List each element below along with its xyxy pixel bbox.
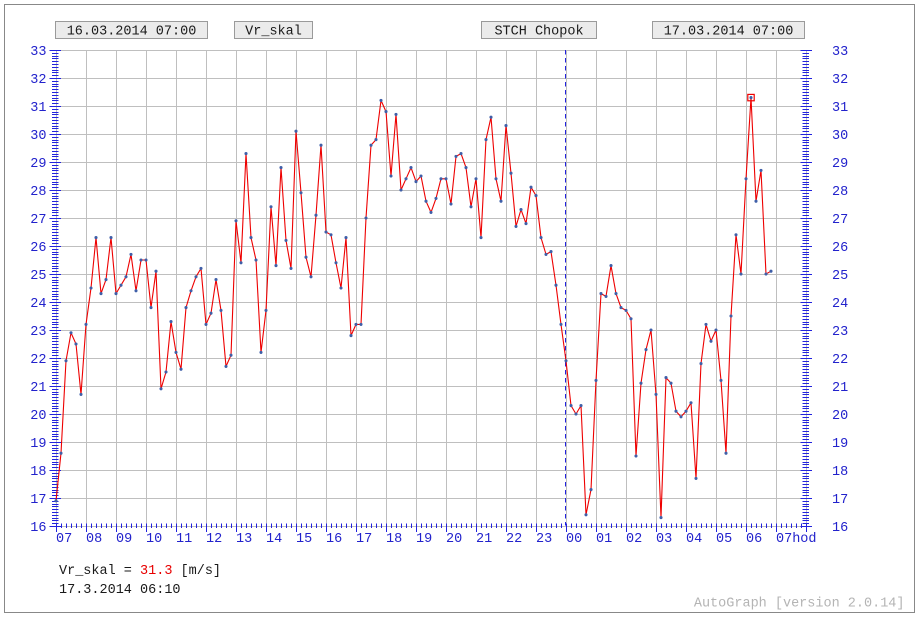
svg-text:29: 29 <box>832 157 848 172</box>
svg-text:Vr_skal: Vr_skal <box>245 25 302 40</box>
svg-text:17.03.2014 07:00: 17.03.2014 07:00 <box>664 25 794 40</box>
svg-text:17.3.2014 06:10: 17.3.2014 06:10 <box>59 583 181 598</box>
svg-text:19: 19 <box>30 437 46 452</box>
svg-text:26: 26 <box>30 241 46 256</box>
svg-text:16: 16 <box>30 521 46 536</box>
svg-text:AutoGraph [version 2.0.14]: AutoGraph [version 2.0.14] <box>694 597 905 612</box>
svg-text:20: 20 <box>832 409 848 424</box>
svg-text:12: 12 <box>206 532 222 547</box>
svg-text:30: 30 <box>30 129 46 144</box>
svg-text:30: 30 <box>832 129 848 144</box>
svg-text:19: 19 <box>416 532 432 547</box>
svg-text:02: 02 <box>626 532 642 547</box>
svg-text:31: 31 <box>832 101 848 116</box>
svg-text:05: 05 <box>716 532 732 547</box>
svg-text:33: 33 <box>30 45 46 60</box>
svg-text:17: 17 <box>30 493 46 508</box>
svg-text:22: 22 <box>832 353 848 368</box>
svg-text:32: 32 <box>832 73 848 88</box>
svg-text:01: 01 <box>596 532 612 547</box>
svg-text:27: 27 <box>30 213 46 228</box>
svg-text:23: 23 <box>832 325 848 340</box>
svg-text:09: 09 <box>116 532 132 547</box>
svg-text:04: 04 <box>686 532 702 547</box>
svg-text:22: 22 <box>506 532 522 547</box>
svg-text:07hod: 07hod <box>776 532 817 547</box>
svg-text:21: 21 <box>832 381 848 396</box>
svg-text:29: 29 <box>30 157 46 172</box>
svg-text:00: 00 <box>566 532 582 547</box>
svg-text:33: 33 <box>832 45 848 60</box>
svg-text:07: 07 <box>56 532 72 547</box>
svg-text:28: 28 <box>832 185 848 200</box>
svg-text:25: 25 <box>832 269 848 284</box>
svg-text:24: 24 <box>30 297 46 312</box>
svg-text:23: 23 <box>536 532 552 547</box>
svg-text:25: 25 <box>30 269 46 284</box>
svg-text:17: 17 <box>832 493 848 508</box>
svg-text:31: 31 <box>30 101 46 116</box>
svg-text:16.03.2014 07:00: 16.03.2014 07:00 <box>67 25 197 40</box>
svg-text:32: 32 <box>30 73 46 88</box>
svg-text:Vr_skal = 31.3 [m/s]: Vr_skal = 31.3 [m/s] <box>59 564 221 579</box>
svg-text:27: 27 <box>832 213 848 228</box>
svg-text:18: 18 <box>386 532 402 547</box>
svg-text:20: 20 <box>30 409 46 424</box>
svg-text:21: 21 <box>476 532 492 547</box>
svg-text:21: 21 <box>30 381 46 396</box>
svg-text:22: 22 <box>30 353 46 368</box>
svg-text:18: 18 <box>832 465 848 480</box>
svg-text:15: 15 <box>296 532 312 547</box>
svg-text:19: 19 <box>832 437 848 452</box>
svg-text:20: 20 <box>446 532 462 547</box>
svg-text:16: 16 <box>326 532 342 547</box>
svg-text:06: 06 <box>746 532 762 547</box>
svg-text:17: 17 <box>356 532 372 547</box>
svg-text:23: 23 <box>30 325 46 340</box>
svg-text:26: 26 <box>832 241 848 256</box>
svg-text:28: 28 <box>30 185 46 200</box>
svg-text:14: 14 <box>266 532 282 547</box>
svg-text:08: 08 <box>86 532 102 547</box>
svg-text:18: 18 <box>30 465 46 480</box>
svg-text:STCH Chopok: STCH Chopok <box>494 25 583 40</box>
svg-text:03: 03 <box>656 532 672 547</box>
svg-text:11: 11 <box>176 532 192 547</box>
svg-text:10: 10 <box>146 532 162 547</box>
svg-text:13: 13 <box>236 532 252 547</box>
svg-text:16: 16 <box>832 521 848 536</box>
svg-text:24: 24 <box>832 297 848 312</box>
